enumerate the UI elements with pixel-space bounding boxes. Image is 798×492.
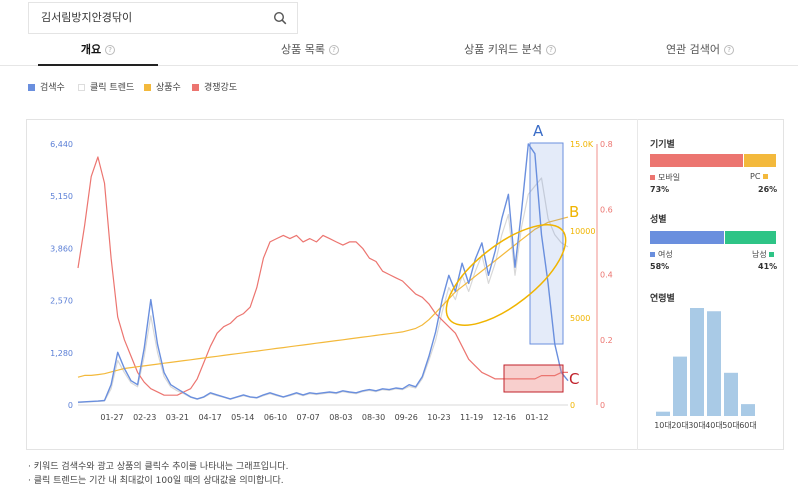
legend-item-search-volume[interactable]: 검색수 xyxy=(28,80,65,93)
legend-item-product-count[interactable]: 상품수 xyxy=(144,80,181,93)
age-bar-label: 40대 xyxy=(705,421,723,430)
pc-legend: PC xyxy=(750,172,771,181)
female-percent: 58% xyxy=(650,262,670,271)
age-bar-label: 20대 xyxy=(671,421,689,430)
tab-label: 연관 검색어 xyxy=(665,43,721,56)
age-bar xyxy=(656,411,670,416)
legend-swatch xyxy=(28,84,35,91)
legend-label: 클릭 트렌드 xyxy=(90,83,135,93)
age-bar xyxy=(707,311,721,416)
tab-related-keywords[interactable]: 연관 검색어? xyxy=(640,36,760,66)
legend-item-click-trend[interactable]: 클릭 트렌드 xyxy=(78,80,134,93)
age-bar-label: 10대 xyxy=(654,421,672,430)
mobile-legend: 모바일 xyxy=(650,172,680,183)
age-bar xyxy=(673,356,687,416)
tab-label: 개요 xyxy=(80,43,102,56)
help-icon[interactable]: ? xyxy=(105,45,116,55)
tab-label: 상품 목록 xyxy=(281,43,325,56)
legend-swatch xyxy=(144,84,151,91)
chart-notes: · 키워드 검색수와 광고 상품의 클릭수 추이를 나타내는 그래프입니다. ·… xyxy=(28,460,288,488)
age-bar xyxy=(724,372,738,416)
tab-bar: 개요? 상품 목록? 상품 키워드 분석? 연관 검색어? xyxy=(0,36,798,66)
tab-label: 상품 키워드 분석 xyxy=(464,43,542,56)
tab-product-keyword-analysis[interactable]: 상품 키워드 분석? xyxy=(440,36,580,66)
age-bar xyxy=(690,308,704,416)
male-swatch xyxy=(769,252,775,257)
legend-label: 상품수 xyxy=(156,83,181,93)
age-bar-label: 50대 xyxy=(722,421,740,430)
female-swatch xyxy=(650,252,655,257)
legend-item-competition[interactable]: 경쟁강도 xyxy=(192,80,237,93)
search-icon[interactable] xyxy=(273,11,287,25)
help-icon[interactable]: ? xyxy=(328,45,339,55)
mobile-label: 모바일 xyxy=(658,173,681,182)
share-segment xyxy=(650,231,724,244)
age-bar-label: 30대 xyxy=(688,421,706,430)
age-bar xyxy=(741,404,755,416)
help-icon[interactable]: ? xyxy=(545,45,556,55)
age-bar-label: 60대 xyxy=(739,421,757,430)
age-bar-chart: 10대 20대 30대 40대 50대 60대 xyxy=(654,308,757,430)
pc-percent: 26% xyxy=(758,185,778,194)
device-share-bar xyxy=(650,154,776,167)
male-legend: 남성 xyxy=(752,249,777,260)
mobile-percent: 73% xyxy=(650,185,670,194)
tab-product-list[interactable]: 상품 목록? xyxy=(250,36,370,66)
mobile-swatch xyxy=(650,175,655,180)
male-percent: 41% xyxy=(758,262,778,271)
help-icon[interactable]: ? xyxy=(724,45,735,55)
legend-label: 검색수 xyxy=(40,83,65,93)
pc-swatch xyxy=(762,174,768,179)
legend-swatch xyxy=(78,84,85,91)
male-label: 남성 xyxy=(752,250,767,259)
note-line: · 클릭 트렌드는 기간 내 최대값이 100일 때의 상대값을 의미합니다. xyxy=(28,476,284,486)
pc-label: PC xyxy=(750,172,761,181)
legend-label: 경쟁강도 xyxy=(204,83,238,93)
gender-title: 성별 xyxy=(650,215,667,225)
share-segment xyxy=(744,154,776,167)
age-title: 연령별 xyxy=(650,294,675,304)
share-segment xyxy=(725,231,776,244)
search-input[interactable] xyxy=(41,10,261,23)
share-segment xyxy=(650,154,743,167)
search-box[interactable] xyxy=(28,2,298,34)
device-title: 기기별 xyxy=(650,140,675,150)
female-label: 여성 xyxy=(658,250,673,259)
note-line: · 키워드 검색수와 광고 상품의 클릭수 추이를 나타내는 그래프입니다. xyxy=(28,462,289,472)
female-legend: 여성 xyxy=(650,249,673,260)
tab-overview[interactable]: 개요? xyxy=(38,36,158,66)
demographics-panel: 기기별 모바일 PC 73% 26% 성별 여성 남성 58% 41% 연령별 … xyxy=(637,119,784,450)
legend-swatch xyxy=(192,84,199,91)
gender-share-bar xyxy=(650,231,776,244)
